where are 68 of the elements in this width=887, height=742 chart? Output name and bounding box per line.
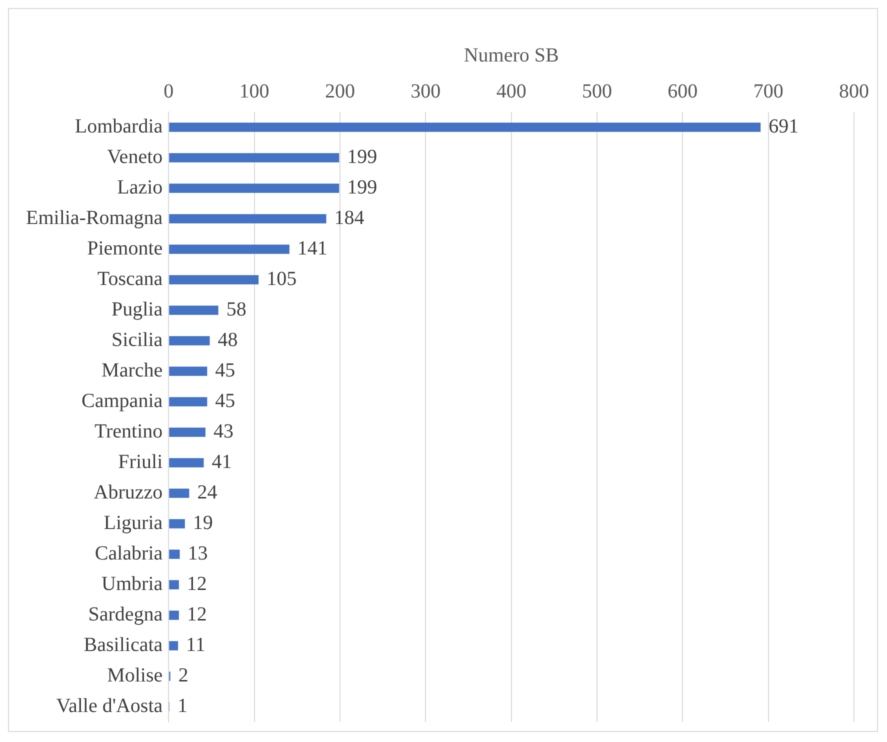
data-label: 45 xyxy=(215,390,236,412)
data-label: 13 xyxy=(188,542,208,564)
y-tick-label: Lombardia xyxy=(74,116,163,138)
bar xyxy=(169,458,204,468)
bar xyxy=(169,610,179,620)
y-tick-label: Marche xyxy=(102,360,163,382)
data-label: 45 xyxy=(215,360,236,382)
y-tick-label: Piemonte xyxy=(87,238,163,260)
data-label: 199 xyxy=(347,176,378,198)
bar xyxy=(169,214,326,224)
data-label: 58 xyxy=(226,298,246,320)
x-tick-label: 500 xyxy=(582,80,612,102)
data-label: 184 xyxy=(334,207,364,229)
y-tick-label: Lazio xyxy=(117,176,163,198)
x-tick-label: 100 xyxy=(239,80,270,102)
y-tick-label: Emilia-Romagna xyxy=(26,207,163,229)
bar xyxy=(169,397,208,406)
data-label: 43 xyxy=(213,420,234,442)
data-label: 12 xyxy=(186,604,207,626)
data-label: 2 xyxy=(178,664,188,686)
data-label: 19 xyxy=(192,512,213,534)
y-tick-label: Trentino xyxy=(94,420,163,442)
bar xyxy=(169,580,179,590)
y-tick-label: Sardegna xyxy=(88,604,163,626)
bar xyxy=(169,184,340,193)
x-tick-label: 400 xyxy=(496,80,526,102)
data-label: 1 xyxy=(177,695,188,717)
data-label: 41 xyxy=(212,451,232,473)
bar xyxy=(169,366,208,376)
data-label: 24 xyxy=(197,482,218,504)
y-tick-label: Valle d'Aosta xyxy=(56,695,163,717)
x-tick-label: 0 xyxy=(164,80,174,102)
y-tick-label: Calabria xyxy=(94,542,163,564)
data-label: 105 xyxy=(266,268,297,290)
data-label: 12 xyxy=(186,573,207,595)
y-tick-label: Toscana xyxy=(97,268,163,290)
bar xyxy=(169,641,178,650)
y-tick-label: Friuli xyxy=(118,451,164,473)
y-tick-label: Sicilia xyxy=(112,329,163,351)
y-tick-label: Liguria xyxy=(104,512,163,534)
bar xyxy=(169,244,290,254)
bar xyxy=(169,519,185,528)
y-tick-label: Umbria xyxy=(102,573,163,595)
y-tick-label: Veneto xyxy=(107,146,163,168)
bar xyxy=(169,336,210,346)
x-axis-title: Numero SB xyxy=(464,44,559,66)
bar xyxy=(169,122,761,132)
data-label: 11 xyxy=(186,634,206,656)
bar xyxy=(169,550,180,559)
data-label: 48 xyxy=(218,329,238,351)
y-tick-label: Abruzzo xyxy=(94,482,163,504)
bar xyxy=(169,306,218,315)
data-label: 199 xyxy=(347,146,378,168)
y-tick-label: Molise xyxy=(107,664,163,686)
y-tick-label: Puglia xyxy=(112,298,163,320)
x-tick-label: 600 xyxy=(668,80,698,102)
x-tick-label: 700 xyxy=(753,80,784,102)
y-tick-label: Campania xyxy=(82,390,163,412)
y-tick-label: Basilicata xyxy=(84,634,163,656)
x-tick-label: 200 xyxy=(324,80,355,102)
data-label: 141 xyxy=(297,238,328,260)
bar xyxy=(169,153,340,162)
bar xyxy=(169,428,206,437)
x-tick-label: 800 xyxy=(839,80,869,102)
bar xyxy=(169,275,259,284)
x-tick-label: 300 xyxy=(410,80,441,102)
bar xyxy=(169,488,190,498)
data-label: 691 xyxy=(768,116,799,138)
